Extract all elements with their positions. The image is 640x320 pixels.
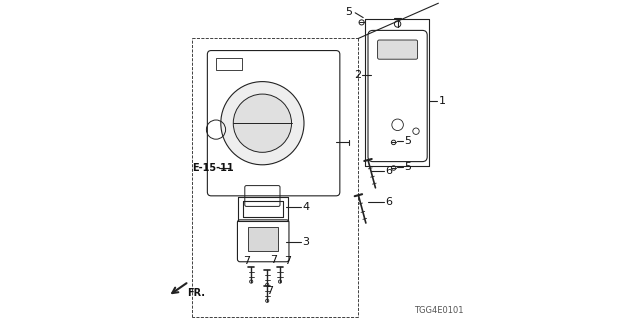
Text: 2: 2: [355, 70, 362, 80]
Text: 6: 6: [385, 166, 392, 176]
FancyBboxPatch shape: [378, 40, 418, 59]
Text: E-15-11: E-15-11: [192, 163, 234, 173]
Text: 4: 4: [302, 202, 310, 212]
Text: 5: 5: [404, 162, 411, 172]
Text: 7: 7: [266, 285, 273, 296]
Text: 5: 5: [345, 7, 352, 17]
Circle shape: [233, 94, 292, 152]
Text: 5: 5: [404, 136, 411, 147]
Text: 7: 7: [270, 255, 278, 265]
Text: 6: 6: [385, 196, 392, 207]
Circle shape: [221, 82, 304, 165]
Bar: [216, 58, 242, 70]
Text: 3: 3: [302, 236, 309, 247]
Text: TGG4E0101: TGG4E0101: [413, 306, 463, 315]
Bar: [248, 227, 278, 251]
Text: 7: 7: [284, 256, 291, 266]
Text: FR.: FR.: [187, 288, 205, 298]
Text: 1: 1: [438, 96, 445, 106]
Text: 7: 7: [243, 256, 250, 266]
